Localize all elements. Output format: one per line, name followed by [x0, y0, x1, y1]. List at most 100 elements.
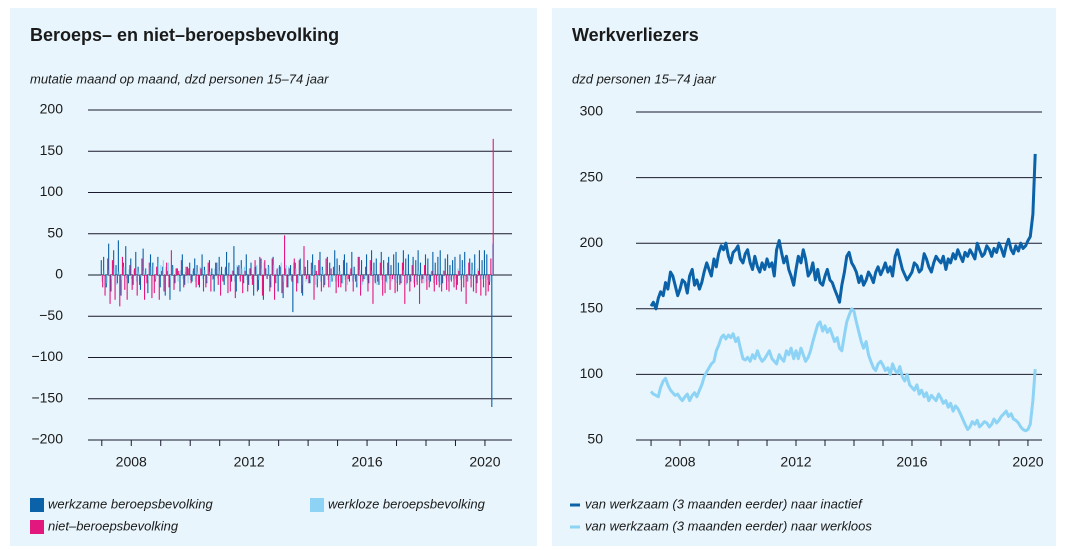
bar — [186, 266, 188, 275]
bar — [265, 268, 267, 275]
bar — [264, 260, 266, 275]
bar — [453, 275, 455, 288]
bar — [360, 260, 363, 275]
bar — [279, 266, 282, 275]
bar — [183, 275, 185, 288]
bar — [283, 275, 285, 282]
bar — [447, 254, 449, 275]
bar — [133, 268, 136, 275]
bar — [115, 265, 117, 275]
bar — [278, 266, 280, 275]
bar — [421, 275, 423, 284]
bar — [461, 260, 463, 275]
bar — [151, 275, 153, 299]
legend-swatch — [30, 520, 44, 534]
bar — [468, 262, 470, 275]
bar — [122, 262, 124, 275]
legend-label: van werkzaam (3 maanden eerder) naar ina… — [585, 496, 863, 511]
bar — [359, 270, 361, 275]
bar — [490, 258, 492, 275]
bar — [172, 265, 174, 275]
bar — [246, 275, 248, 280]
bar — [462, 275, 464, 279]
bar — [266, 275, 268, 280]
bar — [163, 275, 165, 292]
bar — [251, 275, 253, 280]
bar — [247, 275, 249, 292]
bar — [141, 258, 143, 275]
bar — [365, 266, 367, 275]
bar — [273, 265, 275, 275]
bar — [135, 251, 137, 275]
bar — [435, 275, 437, 280]
bar — [346, 275, 349, 285]
bar — [218, 256, 220, 275]
bar — [409, 275, 411, 292]
bar — [245, 254, 247, 275]
bar — [275, 270, 278, 275]
bar — [276, 268, 278, 275]
bar — [272, 256, 274, 275]
chart-title: Beroeps– en niet–beroepsbevolking — [30, 25, 339, 45]
bar — [130, 275, 133, 280]
bar — [375, 258, 377, 275]
legend-swatch — [30, 498, 44, 512]
bar — [324, 275, 326, 285]
bar — [430, 271, 432, 275]
bar — [209, 271, 211, 275]
bar — [175, 268, 177, 275]
bar — [275, 275, 277, 284]
bar — [239, 275, 241, 280]
bar — [477, 268, 479, 275]
bar — [367, 275, 369, 292]
bar — [401, 275, 403, 282]
bar — [338, 265, 340, 275]
bar — [294, 262, 296, 275]
bar — [428, 275, 430, 288]
bar — [376, 275, 378, 285]
bar — [321, 266, 323, 275]
bar — [364, 275, 366, 279]
bar — [317, 275, 319, 280]
chart-title: Werkverliezers — [572, 25, 699, 45]
bar — [452, 260, 454, 275]
bar — [130, 258, 132, 275]
bar — [341, 275, 343, 284]
bar — [419, 262, 422, 275]
bar — [142, 248, 144, 275]
bar — [124, 275, 126, 290]
bar — [410, 275, 412, 282]
bar — [192, 270, 194, 275]
bar — [220, 266, 223, 275]
bar — [216, 262, 218, 275]
bar — [143, 270, 145, 275]
bar — [438, 275, 440, 282]
legend-label: werkzame beroepsbevolking — [48, 496, 214, 511]
bar — [418, 275, 421, 304]
bar — [155, 275, 157, 280]
bar — [113, 268, 115, 275]
bar — [137, 266, 139, 275]
bar — [118, 271, 120, 275]
bar — [369, 275, 371, 284]
bar — [384, 275, 386, 294]
bar — [101, 275, 103, 282]
bar — [180, 260, 182, 275]
bar — [257, 275, 259, 290]
bar — [116, 275, 118, 285]
bar — [318, 260, 320, 275]
bar — [337, 275, 340, 288]
bar — [125, 275, 128, 279]
bar — [454, 256, 456, 275]
bar — [483, 250, 485, 275]
bar — [202, 275, 205, 292]
y-tick-label: −200 — [31, 431, 63, 447]
bar — [470, 275, 472, 288]
bar — [306, 275, 308, 280]
bar — [179, 275, 181, 292]
bar — [337, 275, 339, 282]
bar — [108, 270, 110, 275]
bar — [283, 235, 286, 275]
bar — [144, 268, 147, 275]
bar — [429, 275, 432, 282]
